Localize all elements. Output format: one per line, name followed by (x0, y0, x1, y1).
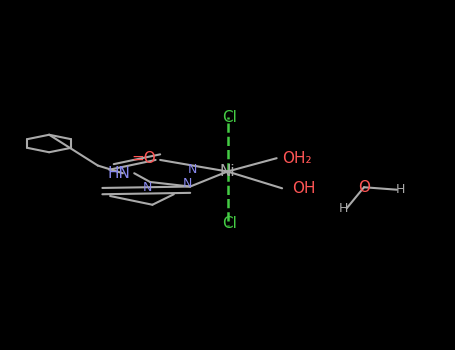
Text: H: H (339, 202, 348, 215)
Text: OH: OH (292, 181, 316, 196)
Text: Cl: Cl (222, 217, 237, 231)
Text: N: N (143, 181, 152, 194)
Text: H: H (396, 183, 405, 196)
Text: N: N (183, 176, 192, 190)
Text: O: O (358, 180, 370, 195)
Text: HN: HN (108, 166, 131, 181)
Text: Cl: Cl (222, 110, 237, 125)
Text: N: N (188, 162, 197, 176)
Text: =O: =O (132, 151, 157, 166)
Text: Ni: Ni (220, 164, 235, 179)
Text: OH₂: OH₂ (282, 151, 312, 166)
